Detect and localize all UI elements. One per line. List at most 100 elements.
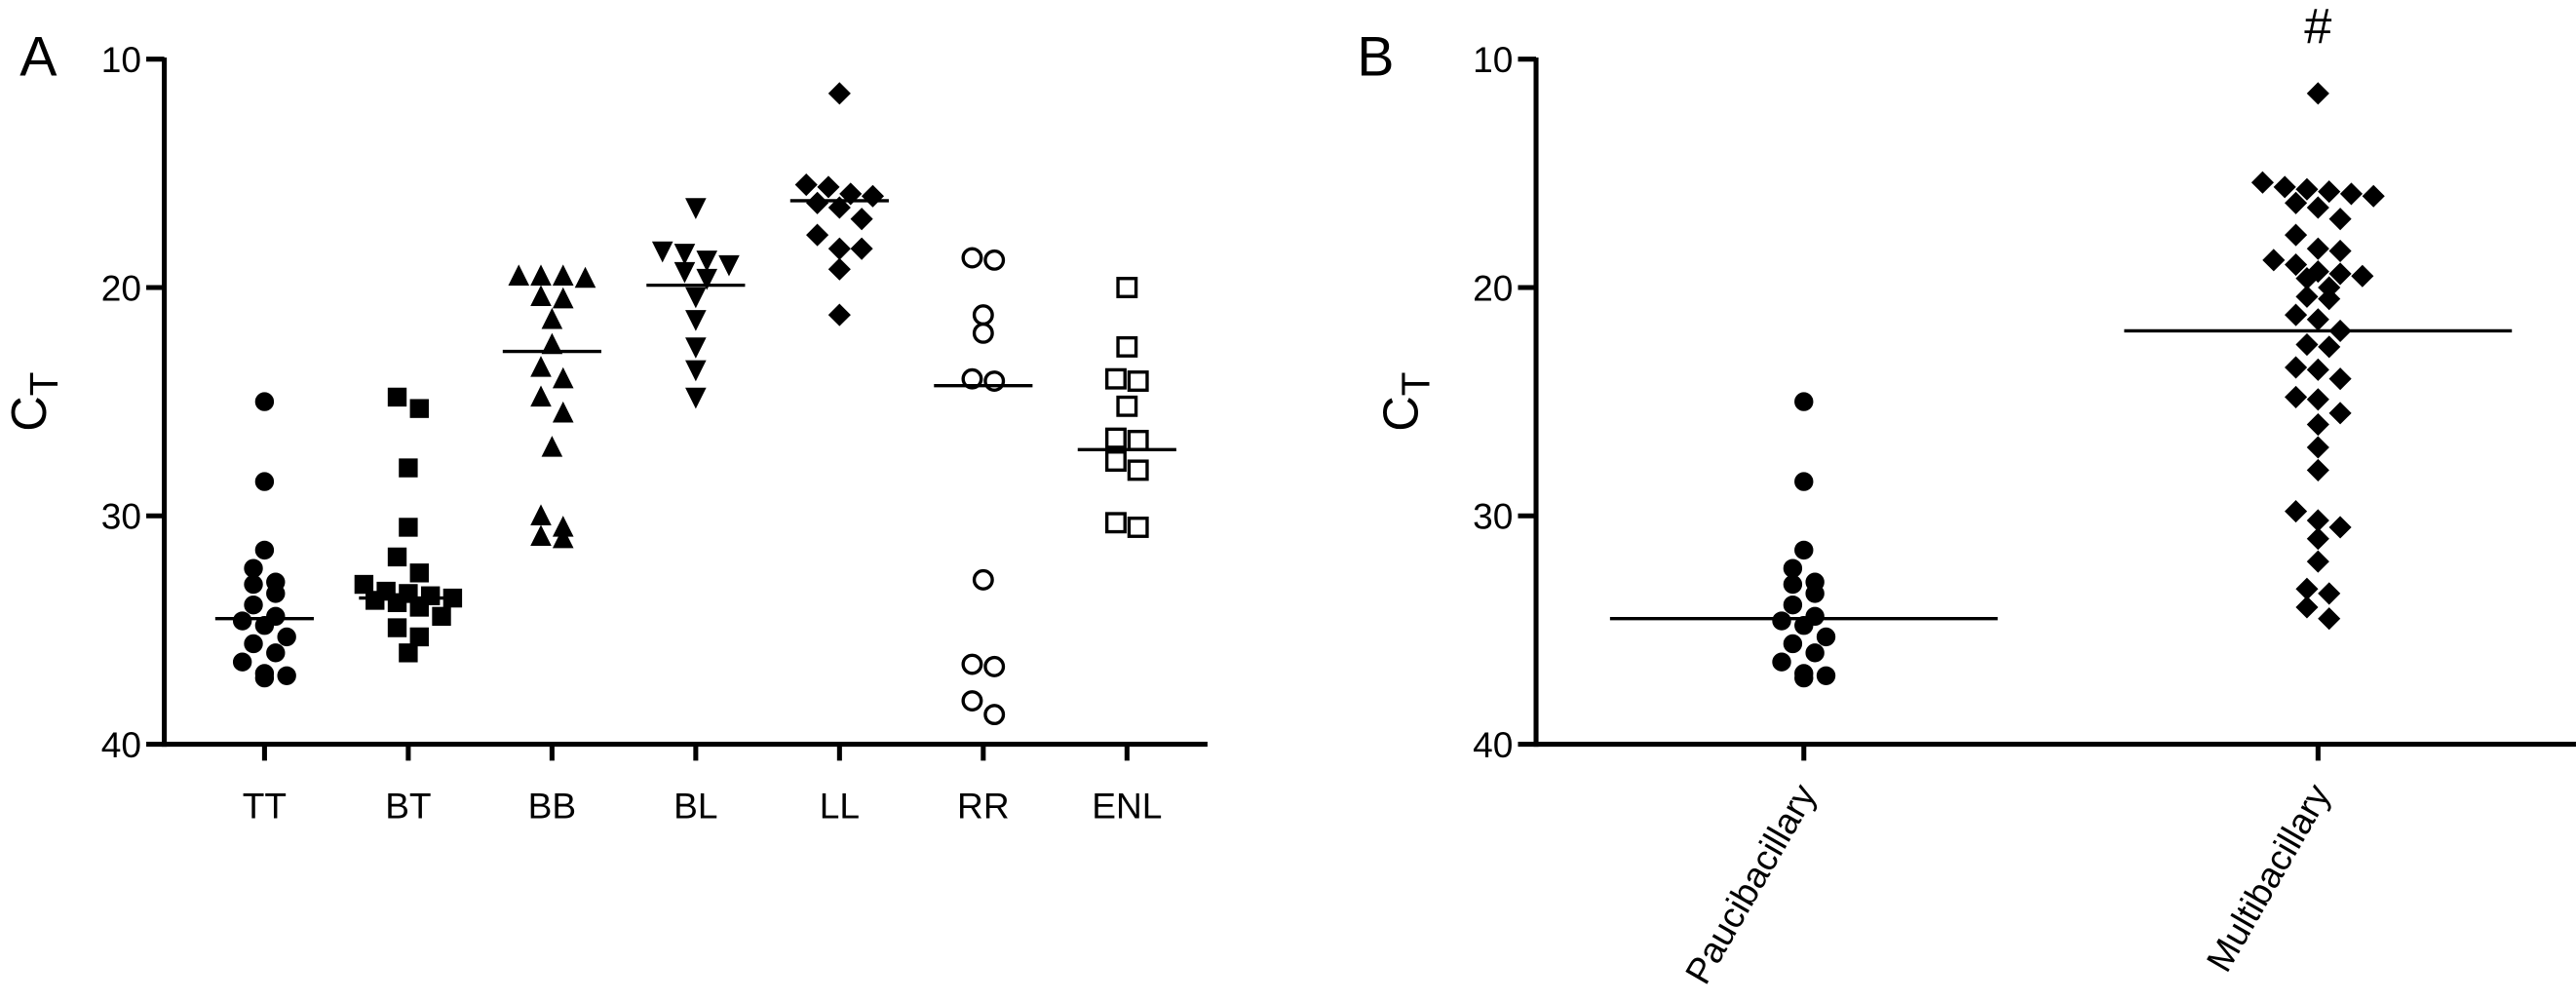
data-point [2306, 308, 2329, 331]
data-point [2262, 249, 2286, 272]
data-point [266, 643, 286, 663]
y-tick-label: 20 [1473, 267, 1513, 308]
data-point [399, 518, 418, 537]
data-point [2351, 264, 2374, 288]
data-point [2273, 175, 2296, 199]
data-point [2285, 500, 2308, 523]
data-point [244, 595, 263, 615]
panel-label: A [19, 26, 58, 89]
data-point [2328, 239, 2352, 263]
data-point [2306, 527, 2329, 551]
data-point [530, 356, 552, 377]
data-point [2328, 208, 2352, 231]
data-point [1794, 540, 1814, 560]
x-tick-label: RR [957, 785, 1010, 826]
data-point [1783, 574, 1803, 595]
data-point [961, 690, 983, 712]
data-point [2306, 82, 2329, 105]
data-point [850, 237, 873, 260]
data-point [1116, 335, 1138, 358]
data-point [266, 584, 286, 603]
data-point [232, 652, 252, 672]
data-point [552, 366, 574, 389]
x-tick-label: LL [820, 785, 860, 826]
data-point [552, 401, 574, 423]
data-point [552, 526, 574, 549]
data-point [2318, 335, 2341, 359]
data-point [794, 173, 818, 197]
data-point [409, 597, 429, 617]
data-point [1116, 395, 1138, 417]
data-point [651, 241, 673, 263]
data-point [2318, 582, 2341, 605]
data-point [530, 385, 552, 407]
panel-label: B [1357, 26, 1394, 89]
data-point [277, 627, 296, 647]
data-point [1104, 450, 1127, 472]
data-point [387, 387, 407, 407]
data-point [530, 285, 552, 307]
y-tick-label: 30 [1473, 496, 1513, 537]
data-point [1816, 666, 1836, 685]
data-point [972, 304, 994, 327]
data-point [2306, 550, 2329, 573]
y-tick-label: 20 [101, 267, 141, 308]
data-point [1783, 558, 1803, 578]
data-point [2285, 356, 2308, 379]
data-point [1772, 652, 1791, 672]
data-point [685, 310, 707, 331]
data-point [806, 191, 829, 214]
data-point [254, 668, 275, 688]
data-point [2285, 385, 2308, 408]
x-tick-label: Paucibacillary [1676, 777, 1824, 991]
data-point [2306, 196, 2329, 219]
x-tick-label: TT [243, 785, 287, 826]
data-point [2306, 412, 2329, 437]
data-point [1794, 392, 1814, 411]
data-point [827, 82, 851, 105]
data-point [2328, 262, 2352, 286]
x-tick-label: BT [385, 785, 431, 826]
data-point [530, 524, 552, 547]
data-point [1772, 611, 1791, 631]
y-tick-label: 10 [1473, 39, 1513, 80]
data-point [387, 593, 407, 612]
data-point [1127, 429, 1149, 451]
data-point [2318, 180, 2341, 204]
y-axis-label: CT [1373, 372, 1439, 432]
y-label-main: C [1373, 396, 1429, 432]
data-point [530, 264, 552, 286]
data-point [1783, 595, 1803, 615]
data-point [972, 568, 994, 591]
data-point [244, 558, 263, 578]
data-point [399, 643, 418, 663]
y-label-main: C [1, 396, 57, 432]
data-point [552, 287, 574, 309]
data-point [2318, 288, 2341, 311]
data-point [850, 208, 873, 231]
data-point [2318, 607, 2341, 631]
data-point [365, 591, 385, 610]
data-point [1104, 512, 1127, 534]
data-point [2328, 402, 2352, 425]
data-point [2295, 596, 2319, 619]
data-point [685, 360, 707, 382]
data-point [2295, 285, 2319, 308]
data-point [409, 563, 429, 583]
data-point [2362, 184, 2385, 208]
data-point [2285, 191, 2308, 214]
x-tick-label: ENL [1092, 785, 1162, 826]
data-point [2306, 458, 2329, 481]
y-tick-label: 40 [1473, 724, 1513, 765]
data-point [827, 237, 851, 260]
data-point [1816, 627, 1836, 647]
data-point [961, 367, 983, 390]
data-point [2328, 367, 2352, 391]
data-point [673, 244, 696, 265]
data-point [2306, 436, 2329, 459]
data-point [1805, 584, 1825, 603]
data-point [530, 504, 552, 525]
data-point [827, 303, 851, 327]
y-label-sub: T [1393, 372, 1438, 397]
data-point [2250, 171, 2274, 194]
